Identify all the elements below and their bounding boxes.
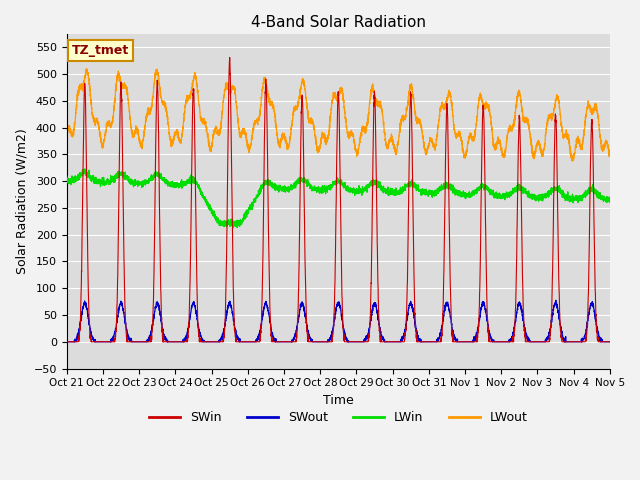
Text: TZ_tmet: TZ_tmet xyxy=(72,44,129,57)
Y-axis label: Solar Radiation (W/m2): Solar Radiation (W/m2) xyxy=(15,128,28,274)
X-axis label: Time: Time xyxy=(323,394,354,407)
Title: 4-Band Solar Radiation: 4-Band Solar Radiation xyxy=(251,15,426,30)
Legend: SWin, SWout, LWin, LWout: SWin, SWout, LWin, LWout xyxy=(144,406,532,429)
